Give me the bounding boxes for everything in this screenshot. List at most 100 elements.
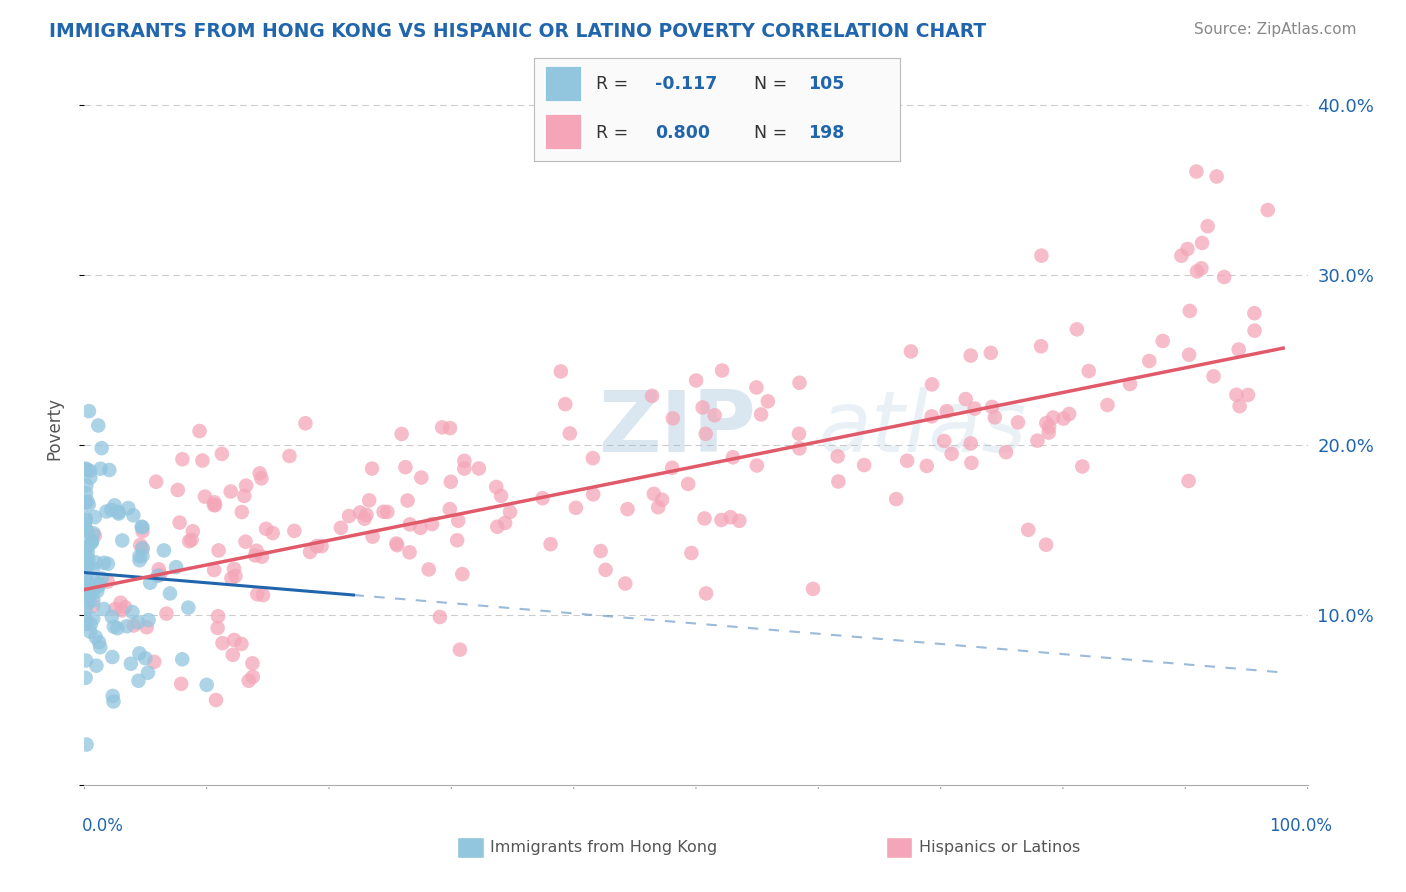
Text: 198: 198 xyxy=(808,124,845,142)
Point xyxy=(207,543,229,558)
Point xyxy=(721,450,744,465)
Point xyxy=(745,458,768,473)
Point xyxy=(179,534,201,549)
Text: 0.0%: 0.0% xyxy=(82,817,124,835)
Point xyxy=(75,602,97,616)
Point xyxy=(87,418,110,433)
Text: IMMIGRANTS FROM HONG KONG VS HISPANIC OR LATINO POVERTY CORRELATION CHART: IMMIGRANTS FROM HONG KONG VS HISPANIC OR… xyxy=(49,22,987,41)
Point xyxy=(451,567,474,582)
Point xyxy=(641,389,664,403)
Point xyxy=(453,461,475,475)
Point xyxy=(921,409,943,424)
Point xyxy=(789,376,811,390)
Point xyxy=(499,505,522,519)
Point xyxy=(254,522,277,536)
Point xyxy=(1170,249,1192,263)
Point xyxy=(194,490,217,504)
Point xyxy=(219,484,242,499)
Point xyxy=(540,537,562,551)
Point xyxy=(703,409,725,423)
Point xyxy=(243,549,266,563)
Point xyxy=(97,574,120,589)
Point xyxy=(1185,264,1208,278)
Point xyxy=(430,420,453,434)
Point xyxy=(122,618,145,632)
Point xyxy=(211,636,233,650)
Point xyxy=(934,434,956,448)
Point xyxy=(188,424,211,438)
Point xyxy=(278,449,301,463)
Point xyxy=(294,417,316,431)
Point xyxy=(75,568,97,582)
Point xyxy=(105,621,128,635)
Point xyxy=(1243,306,1265,320)
Point xyxy=(77,498,100,512)
Point xyxy=(1197,219,1219,234)
Point xyxy=(485,480,508,494)
Point xyxy=(1137,354,1160,368)
Point xyxy=(960,456,983,470)
Point xyxy=(207,621,229,635)
Point xyxy=(224,569,246,583)
Point xyxy=(1031,249,1053,263)
Point xyxy=(695,426,717,441)
Point xyxy=(80,535,103,549)
Point xyxy=(202,498,225,512)
Point xyxy=(446,533,468,548)
Text: Immigrants from Hong Kong: Immigrants from Hong Kong xyxy=(491,840,717,855)
Point xyxy=(75,542,97,557)
Point xyxy=(75,550,97,565)
Point xyxy=(127,673,149,688)
Point xyxy=(75,478,97,492)
Point xyxy=(90,461,112,475)
Point xyxy=(83,510,105,524)
Text: atlas: atlas xyxy=(818,386,1026,470)
Point xyxy=(111,533,134,548)
Point xyxy=(84,574,107,589)
Point xyxy=(75,511,97,525)
FancyBboxPatch shape xyxy=(457,837,484,858)
Point xyxy=(420,516,443,531)
Point xyxy=(921,377,943,392)
Point xyxy=(235,478,257,492)
Point xyxy=(531,491,554,505)
Point xyxy=(231,637,253,651)
Point xyxy=(1066,322,1088,336)
Point xyxy=(131,541,153,556)
Point xyxy=(128,646,150,660)
Point xyxy=(211,447,233,461)
Point xyxy=(959,436,981,450)
Point xyxy=(231,505,253,519)
Point xyxy=(963,401,986,416)
Y-axis label: Poverty: Poverty xyxy=(45,397,63,459)
Point xyxy=(79,470,101,484)
Point xyxy=(486,520,509,534)
Point xyxy=(692,401,714,415)
Point xyxy=(676,477,699,491)
Point xyxy=(75,653,97,667)
Point xyxy=(582,487,605,501)
Point xyxy=(429,610,451,624)
Point xyxy=(558,426,581,441)
Point xyxy=(205,693,228,707)
Point xyxy=(77,558,100,573)
Point xyxy=(915,458,938,473)
Point xyxy=(101,609,124,624)
Point xyxy=(1119,377,1142,392)
Point xyxy=(489,489,512,503)
Point xyxy=(941,447,963,461)
Point xyxy=(89,577,111,591)
Point xyxy=(385,538,408,552)
Point xyxy=(242,657,264,671)
Point xyxy=(204,495,226,509)
Text: 100.0%: 100.0% xyxy=(1270,817,1331,835)
Point xyxy=(96,504,118,518)
Point xyxy=(80,617,103,632)
Point xyxy=(76,557,98,571)
Point xyxy=(107,505,129,519)
Point xyxy=(242,670,264,684)
Point xyxy=(180,533,202,547)
Point xyxy=(685,374,707,388)
Point xyxy=(399,517,422,532)
Point xyxy=(1026,434,1049,448)
